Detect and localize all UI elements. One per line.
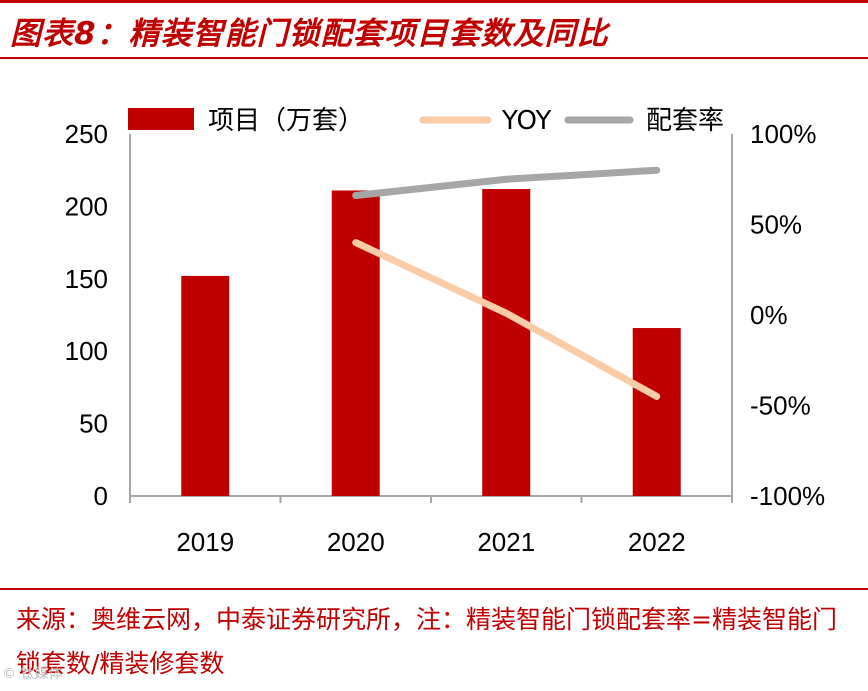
right-tick-label: 0% (750, 300, 788, 330)
line-series (352, 166, 661, 400)
right-tick-label: 50% (750, 210, 802, 240)
legend-rate-label: 配套率 (646, 106, 724, 136)
legend: 项目（万套） YOY 配套率 (128, 106, 724, 136)
left-tick-label: 250 (65, 119, 108, 149)
x-tick-label: 2020 (327, 527, 385, 557)
right-tick-label: 100% (750, 119, 817, 149)
legend-bar-label: 项目（万套） (208, 106, 364, 136)
chart: 0 50 100 150 200 250 -100% -50% 0% 50% 100% 2019 202… (65, 106, 826, 557)
left-tick-label: 0 (94, 481, 108, 511)
left-tick-label: 200 (65, 191, 108, 221)
title-rule (0, 57, 868, 59)
rate-line (352, 166, 661, 200)
bottom-rule (0, 588, 868, 590)
axes (129, 134, 733, 503)
watermark: © 钛媒体 (2, 666, 63, 682)
bar-2019 (181, 275, 230, 496)
source-note: 来源：奥维云网，中泰证券研究所，注：精装智能门锁配套率=精装智能门锁套数/精装修… (16, 605, 837, 678)
bar-2022 (632, 328, 681, 496)
legend-yoy-label: YOY (501, 106, 552, 136)
x-tick-label: 2022 (628, 527, 686, 557)
chart-title: 图表8：精装智能门锁配套项目套数及同比 (10, 16, 609, 52)
left-tick-label: 50 (79, 409, 108, 439)
left-tick-label: 150 (65, 264, 108, 294)
yoy-line (352, 239, 661, 400)
left-tick-label: 100 (65, 336, 108, 366)
legend-bar-swatch (128, 108, 194, 130)
right-tick-label: -50% (750, 391, 811, 421)
bar-2020 (331, 190, 380, 497)
bar-series (181, 189, 681, 497)
top-rule (0, 0, 868, 3)
x-tick-label: 2021 (477, 527, 535, 557)
x-tick-label: 2019 (176, 527, 234, 557)
bar-2021 (482, 189, 531, 497)
axis-ticks: 0 50 100 150 200 250 -100% -50% 0% 50% 100% 2019 202… (65, 119, 826, 557)
right-tick-label: -100% (750, 481, 825, 511)
